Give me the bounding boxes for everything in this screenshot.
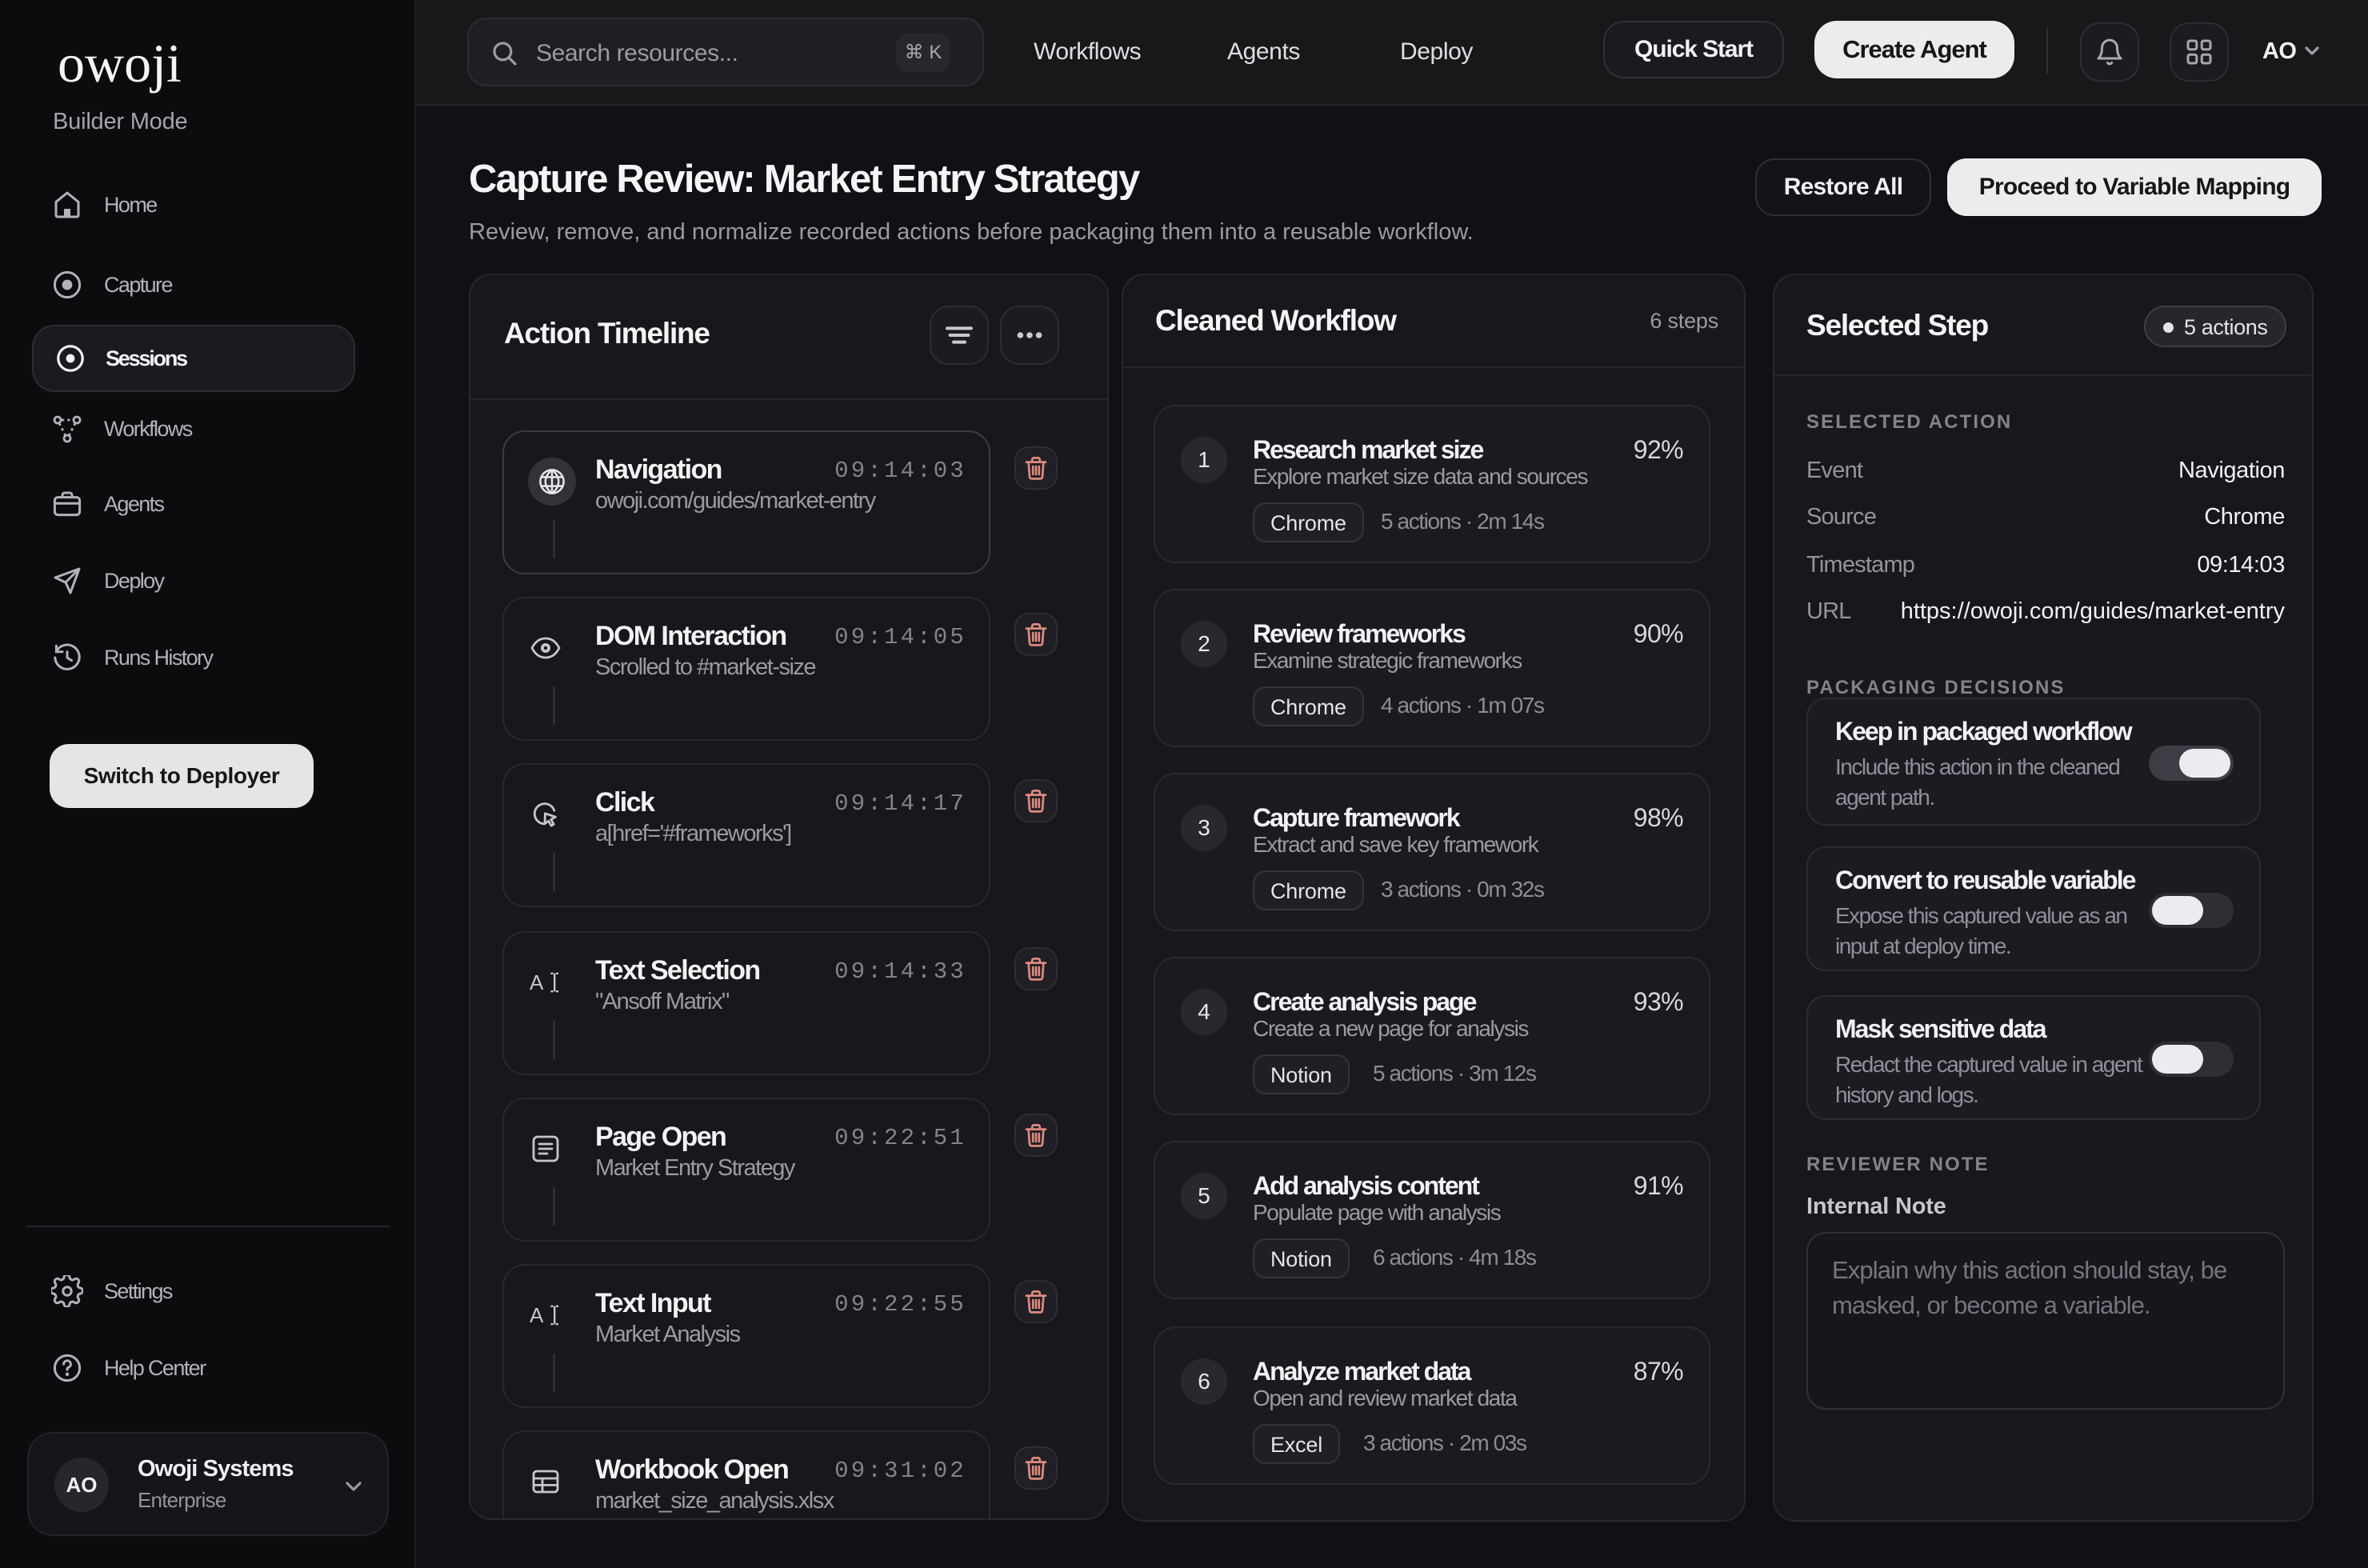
svg-text:A: A [530, 1303, 544, 1327]
svg-text:A: A [530, 970, 544, 994]
